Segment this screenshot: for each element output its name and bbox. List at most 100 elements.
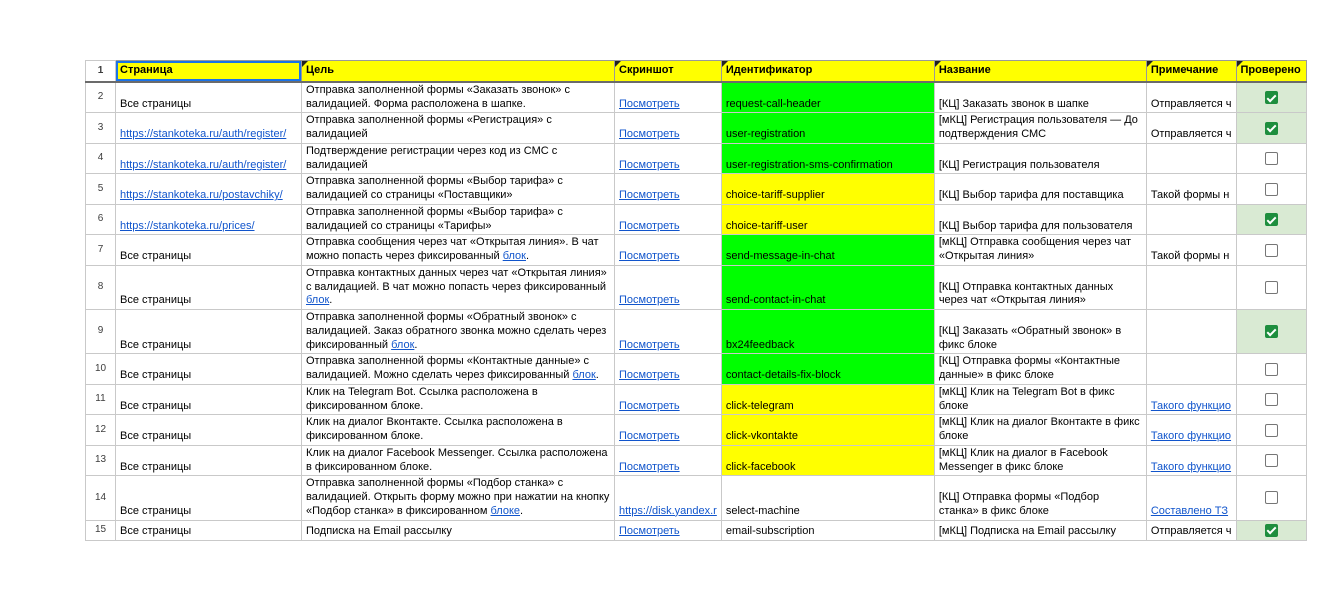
verified-checkbox[interactable] [1264, 280, 1278, 294]
cell-identifier[interactable]: click-telegram [720, 383, 935, 416]
cell-name[interactable]: [мКЦ] Клик на диалог в Facebook Messenge… [933, 444, 1147, 477]
goal-inline-link[interactable]: блок [502, 250, 526, 262]
row-number[interactable]: 15 [85, 519, 116, 541]
cell-identifier[interactable]: send-message-in-chat [720, 234, 935, 266]
cell-identifier[interactable]: bx24feedback [720, 308, 935, 355]
header-name[interactable]: Название [933, 59, 1147, 83]
cell-screenshot[interactable]: Посмотреть [614, 383, 722, 416]
row-number[interactable]: 14 [85, 475, 116, 521]
cell-page[interactable]: Все страницы [115, 81, 302, 114]
verified-checkbox[interactable] [1264, 91, 1278, 104]
verified-checkbox[interactable] [1264, 423, 1278, 437]
screenshot-link[interactable]: Посмотреть [619, 189, 680, 201]
screenshot-link[interactable]: Посмотреть [619, 128, 680, 140]
cell-page[interactable]: Все страницы [115, 234, 302, 266]
cell-screenshot[interactable]: Посмотреть [614, 142, 722, 175]
screenshot-link[interactable]: Посмотреть [619, 219, 680, 232]
cell-verified[interactable] [1235, 81, 1307, 114]
cell-goal[interactable]: Отправка сообщения через чат «Открытая л… [301, 234, 615, 266]
header-verified[interactable]: Проверено [1235, 59, 1307, 83]
cell-note[interactable]: Такого функцио [1145, 414, 1237, 446]
cell-verified[interactable] [1235, 383, 1307, 416]
cell-note[interactable]: Такого функцио [1145, 444, 1237, 477]
header-screenshot[interactable]: Скриншот [614, 59, 722, 83]
cell-verified[interactable] [1235, 475, 1307, 521]
page-link[interactable]: https://stankoteka.ru/auth/register/ [120, 128, 287, 140]
verified-checkbox[interactable] [1264, 454, 1278, 467]
header-goal[interactable]: Цель [301, 59, 615, 83]
cell-note[interactable]: Отправляется ч [1145, 519, 1237, 541]
cell-name[interactable]: [мКЦ] Отправка сообщения через чат «Откр… [933, 234, 1147, 266]
verified-checkbox[interactable] [1264, 121, 1278, 135]
cell-name[interactable]: [КЦ] Заказать «Обратный звонок» в фикс б… [933, 308, 1147, 355]
row-number[interactable]: 2 [85, 81, 116, 114]
note-link[interactable]: Такого функцио [1150, 430, 1232, 442]
goal-inline-link[interactable]: блоке [490, 504, 521, 517]
row-number[interactable]: 4 [85, 142, 116, 175]
screenshot-link[interactable]: Посмотреть [619, 399, 680, 412]
goal-inline-link[interactable]: блок [306, 294, 330, 307]
screenshot-link[interactable]: Посмотреть [619, 369, 680, 381]
note-link[interactable]: Такого функцио [1150, 399, 1232, 412]
verified-checkbox[interactable] [1264, 325, 1278, 339]
cell-verified[interactable] [1235, 519, 1307, 541]
cell-verified[interactable] [1235, 444, 1307, 477]
cell-page[interactable]: https://stankoteka.ru/prices/ [115, 203, 302, 236]
cell-page[interactable]: Все страницы [115, 308, 302, 355]
cell-name[interactable]: [мКЦ] Подписка на Email рассылку [933, 519, 1147, 541]
cell-goal[interactable]: Отправка заполненной формы «Контактные д… [301, 353, 615, 385]
cell-goal[interactable]: Отправка заполненной формы «Обратный зво… [301, 308, 615, 355]
header-note[interactable]: Примечание [1145, 59, 1237, 83]
cell-goal[interactable]: Отправка контактных данных через чат «От… [301, 264, 615, 311]
row-number[interactable]: 11 [85, 383, 116, 416]
cell-identifier[interactable]: request-call-header [720, 81, 935, 114]
row-number[interactable]: 10 [85, 353, 116, 385]
screenshot-link[interactable]: Посмотреть [619, 158, 680, 171]
screenshot-link[interactable]: Посмотреть [619, 294, 680, 307]
cell-note[interactable]: Такого функцио [1145, 383, 1237, 416]
cell-name[interactable]: [КЦ] Отправка формы «Контактные данные» … [933, 353, 1147, 385]
verified-checkbox[interactable] [1264, 182, 1278, 196]
cell-name[interactable]: [КЦ] Заказать звонок в шапке [933, 81, 1147, 114]
page-link[interactable]: https://stankoteka.ru/postavchiky/ [120, 189, 283, 201]
cell-verified[interactable] [1235, 414, 1307, 446]
cell-note[interactable] [1145, 203, 1237, 236]
row-number[interactable]: 5 [85, 173, 116, 205]
cell-goal[interactable]: Отправка заполненной формы «Регистрация»… [301, 112, 615, 144]
cell-identifier[interactable]: email-subscription [720, 519, 935, 541]
screenshot-link[interactable]: Посмотреть [619, 524, 680, 537]
goal-inline-link[interactable]: блок [391, 338, 415, 351]
cell-name[interactable]: [мКЦ] Клик на Telegram Bot в фикс блоке [933, 383, 1147, 416]
cell-screenshot[interactable]: Посмотреть [614, 203, 722, 236]
row-number[interactable]: 12 [85, 414, 116, 446]
note-link[interactable]: Такого функцио [1150, 460, 1232, 473]
cell-page[interactable]: Все страницы [115, 519, 302, 541]
cell-goal[interactable]: Отправка заполненной формы «Выбор тарифа… [301, 173, 615, 205]
verified-checkbox[interactable] [1264, 523, 1278, 537]
screenshot-link[interactable]: Посмотреть [619, 250, 680, 262]
cell-page[interactable]: Все страницы [115, 444, 302, 477]
row-number[interactable]: 8 [85, 264, 116, 311]
cell-screenshot[interactable]: Посмотреть [614, 414, 722, 446]
cell-name[interactable]: [мКЦ] Клик на диалог Вконтакте в фикс бл… [933, 414, 1147, 446]
cell-screenshot[interactable]: Посмотреть [614, 173, 722, 205]
cell-screenshot[interactable]: Посмотреть [614, 264, 722, 311]
cell-screenshot[interactable]: Посмотреть [614, 308, 722, 355]
page-link[interactable]: https://stankoteka.ru/prices/ [120, 219, 255, 232]
cell-name[interactable]: [КЦ] Регистрация пользователя [933, 142, 1147, 175]
cell-note[interactable]: Такой формы н [1145, 173, 1237, 205]
cell-goal[interactable]: Клик на диалог Вконтакте. Ссылка располо… [301, 414, 615, 446]
cell-screenshot[interactable]: Посмотреть [614, 81, 722, 114]
cell-screenshot[interactable]: Посмотреть [614, 234, 722, 266]
verified-checkbox[interactable] [1264, 152, 1278, 165]
cell-page[interactable]: Все страницы [115, 414, 302, 446]
cell-name[interactable]: [КЦ] Выбор тарифа для пользователя [933, 203, 1147, 236]
cell-screenshot[interactable]: Посмотреть [614, 353, 722, 385]
cell-identifier[interactable]: user-registration-sms-confirmation [720, 142, 935, 175]
cell-identifier[interactable]: choice-tariff-supplier [720, 173, 935, 205]
screenshot-link[interactable]: Посмотреть [619, 430, 680, 442]
cell-note[interactable]: Отправляется ч [1145, 112, 1237, 144]
screenshot-link[interactable]: https://disk.yandex.r [619, 504, 717, 517]
cell-page[interactable]: https://stankoteka.ru/auth/register/ [115, 112, 302, 144]
cell-identifier[interactable]: click-vkontakte [720, 414, 935, 446]
